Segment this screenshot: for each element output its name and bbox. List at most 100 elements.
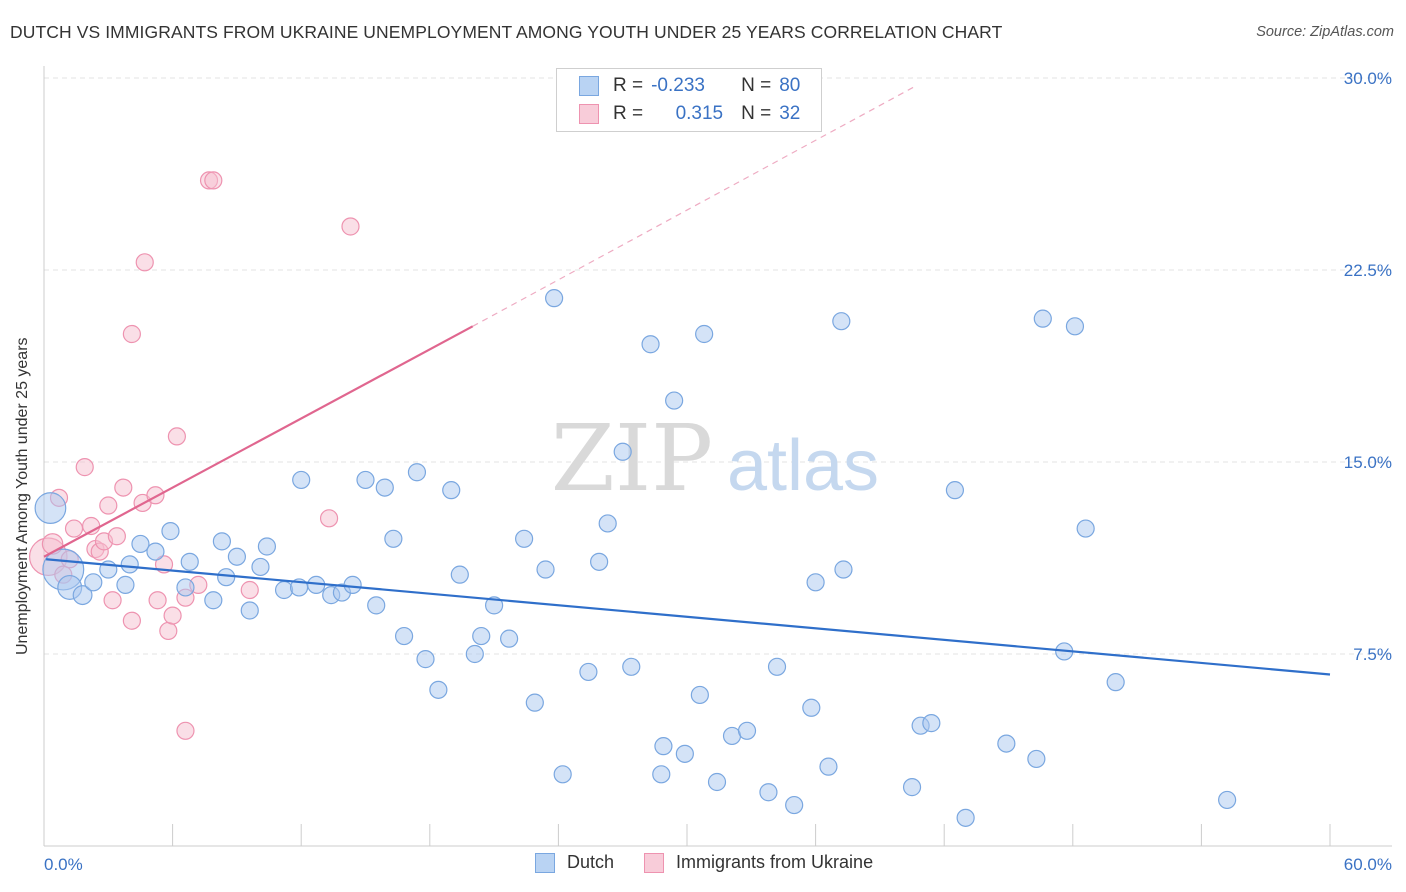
point-dutch-35 [442, 481, 461, 500]
point-ukraine-16 [122, 324, 141, 344]
point-dutch-4 [84, 573, 103, 592]
point-ukraine-13 [107, 527, 126, 546]
series-dutch [34, 289, 1237, 827]
point-ukraine-32 [341, 217, 360, 236]
legend-row-ukraine: R = 0.315 N = 32 [579, 101, 800, 127]
y-tick-label-2: 22.5% [1344, 261, 1392, 280]
point-dutch-67 [834, 560, 853, 579]
point-dutch-51 [641, 335, 660, 354]
point-dutch-61 [759, 783, 778, 802]
trend-extension-ukraine [472, 85, 917, 327]
legend-r-value-dutch: -0.233 [651, 75, 705, 96]
point-ukraine-24 [167, 427, 186, 446]
point-dutch-40 [500, 629, 519, 648]
point-dutch-34 [429, 680, 448, 699]
point-dutch-8 [131, 534, 150, 554]
point-dutch-10 [161, 522, 180, 541]
legend-n-value-ukraine: 32 [779, 103, 801, 124]
point-dutch-16 [227, 547, 246, 566]
trend-line-ukraine [43, 325, 474, 558]
point-ukraine-12 [103, 591, 122, 610]
point-ukraine-29 [204, 171, 223, 190]
point-dutch-31 [394, 626, 414, 646]
point-dutch-72 [945, 481, 965, 500]
point-dutch-18 [251, 557, 270, 577]
point-dutch-48 [598, 514, 617, 533]
point-dutch-73 [956, 808, 975, 827]
point-dutch-78 [1065, 317, 1085, 336]
point-dutch-71 [922, 714, 941, 733]
source-label: Source: ZipAtlas.com [1256, 24, 1394, 40]
legend-swatch-dutch [579, 76, 599, 96]
point-dutch-12 [180, 552, 199, 571]
axes [43, 66, 1392, 847]
point-dutch-38 [472, 626, 491, 646]
y-tick-label-3: 30.0% [1344, 69, 1392, 88]
point-dutch-57 [695, 324, 714, 344]
point-dutch-79 [1076, 519, 1095, 538]
correlation-legend: R = -0.233 N = 80 R = 0.315 N = 32 [556, 68, 822, 132]
legend-swatch-ukraine [579, 104, 599, 124]
point-dutch-7 [120, 555, 139, 574]
point-dutch-0 [34, 492, 67, 524]
legend-r-label: R = [613, 75, 644, 96]
point-dutch-56 [690, 685, 709, 705]
point-dutch-39 [485, 596, 504, 615]
trend-lines [43, 85, 1331, 676]
point-dutch-44 [545, 289, 564, 308]
point-dutch-13 [204, 591, 223, 610]
point-ukraine-22 [159, 621, 178, 641]
y-axis-label: Unemployment Among Youth under 25 years [14, 337, 31, 655]
point-ukraine-15 [122, 611, 141, 630]
point-dutch-74 [997, 734, 1016, 753]
point-ukraine-6 [75, 458, 94, 477]
point-dutch-80 [1106, 673, 1125, 692]
watermark-atlas: atlas [727, 426, 879, 506]
point-dutch-66 [819, 757, 838, 776]
watermark: ZIP atlas [551, 405, 879, 512]
point-dutch-64 [802, 698, 821, 717]
point-dutch-26 [343, 575, 362, 594]
point-dutch-68 [832, 312, 851, 331]
point-ukraine-31 [319, 509, 339, 528]
point-ukraine-20 [148, 591, 167, 610]
legend-n-label: N = [741, 75, 772, 96]
point-dutch-65 [806, 573, 825, 592]
point-dutch-49 [613, 442, 632, 461]
legend-swatch-ukraine [644, 852, 665, 873]
point-dutch-29 [375, 478, 394, 497]
point-dutch-32 [407, 463, 427, 482]
point-dutch-19 [257, 537, 277, 556]
y-tick-label-1: 15.0% [1344, 453, 1392, 472]
point-dutch-53 [652, 765, 671, 784]
point-ukraine-18 [135, 253, 154, 272]
legend-item-dutch: Dutch [535, 852, 614, 873]
legend-label-ukraine: Immigrants from Ukraine [676, 852, 874, 872]
y-tick-label-0: 7.5% [1353, 645, 1392, 664]
gridlines [44, 77, 1392, 655]
point-dutch-52 [654, 737, 673, 756]
point-dutch-81 [1218, 790, 1237, 810]
legend-r-value-ukraine: 0.315 [675, 103, 724, 124]
point-dutch-11 [176, 578, 195, 597]
point-dutch-76 [1033, 309, 1052, 328]
legend-label-dutch: Dutch [567, 852, 615, 872]
point-ukraine-5 [64, 519, 84, 538]
point-dutch-17 [240, 601, 259, 620]
point-dutch-30 [384, 529, 403, 548]
point-dutch-47 [590, 552, 609, 571]
point-dutch-75 [1027, 749, 1046, 769]
point-dutch-37 [465, 644, 484, 664]
legend-n-value-dutch: 80 [779, 75, 801, 96]
point-dutch-43 [536, 560, 555, 579]
point-dutch-6 [116, 575, 135, 594]
point-ukraine-23 [163, 606, 182, 625]
point-dutch-22 [292, 470, 311, 490]
trend-line-dutch [46, 558, 1331, 676]
series-legend: Dutch Immigrants from Ukraine [535, 852, 903, 873]
point-dutch-46 [579, 662, 598, 682]
chart-title: DUTCH VS IMMIGRANTS FROM UKRAINE UNEMPLO… [10, 22, 1003, 42]
tick-labels: 7.5% 15.0% 22.5% 30.0% 0.0% 60.0% [44, 69, 1392, 874]
point-dutch-69 [902, 778, 922, 797]
